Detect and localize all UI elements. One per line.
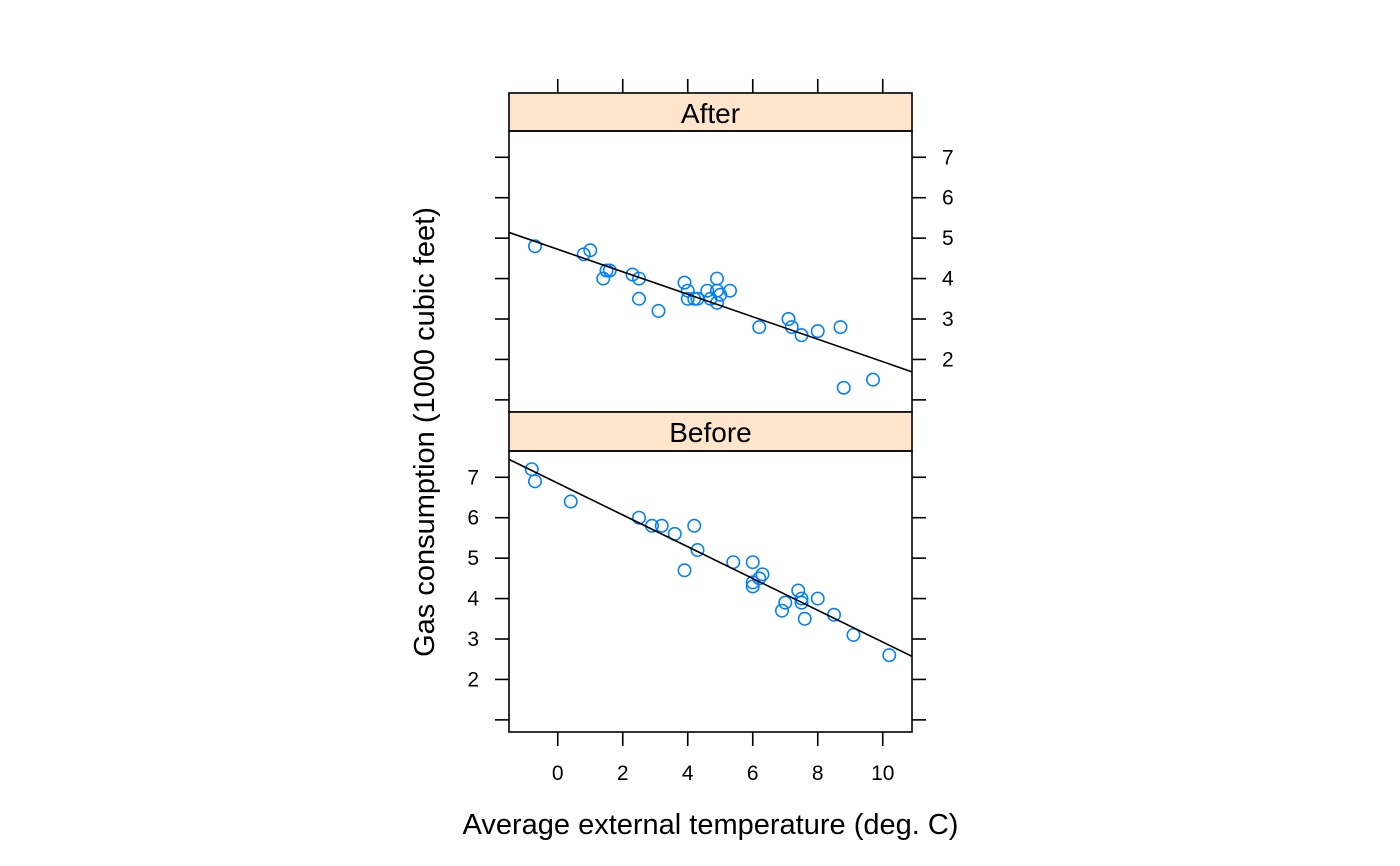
x-axis-tick-labels: 0 2 4 6 8 10 [552, 762, 895, 785]
data-point-before-25 [882, 648, 897, 663]
y-tick-label-before-4: 6 [467, 507, 479, 530]
data-point-after-24 [784, 320, 799, 335]
data-point-after-7 [631, 271, 646, 286]
x-axis-bottom-ticks [556, 732, 884, 746]
x-axis-title: Average external temperature (deg. C) [463, 809, 959, 841]
fit-line-before [508, 458, 913, 658]
y-tick-label-before-5: 7 [467, 466, 479, 489]
data-point-before-9 [690, 543, 705, 558]
y-tick-label-before-3: 5 [467, 547, 479, 570]
y-tick-label-after-4: 6 [942, 187, 954, 210]
y-axis-left-before: 2 3 4 5 6 7 [467, 466, 509, 721]
data-point-after-15 [700, 283, 715, 298]
data-point-after-26 [810, 324, 825, 339]
strip-label-after: After [681, 98, 740, 129]
data-point-after-20 [713, 287, 728, 302]
data-point-after-21 [722, 283, 737, 298]
data-point-after-23 [781, 312, 796, 327]
y-axis-right-before-ticks [912, 476, 926, 721]
data-point-after-27 [833, 320, 848, 335]
y-tick-label-after-2: 4 [942, 268, 954, 291]
x-tick-label-1: 2 [617, 762, 629, 785]
y-tick-label-before-2: 4 [467, 588, 479, 611]
y-axis-left-after-ticks [495, 156, 509, 401]
data-point-before-7 [677, 563, 692, 578]
data-point-before-16 [774, 603, 789, 618]
data-point-before-5 [654, 518, 669, 533]
data-point-after-4 [599, 263, 614, 278]
data-point-before-22 [810, 591, 825, 606]
data-point-before-11 [745, 555, 760, 570]
x-tick-label-4: 8 [812, 762, 824, 785]
data-point-after-28 [836, 380, 851, 395]
strip-after [508, 92, 913, 132]
x-tick-label-0: 0 [552, 762, 564, 785]
data-point-after-10 [677, 275, 692, 290]
data-point-after-3 [596, 271, 611, 286]
y-tick-label-before-1: 3 [467, 628, 479, 651]
data-point-after-8 [631, 291, 646, 306]
panel-frame-after [508, 130, 913, 413]
data-point-after-5 [602, 263, 617, 278]
data-point-before-2 [563, 494, 578, 509]
y-tick-label-after-1: 3 [942, 308, 954, 331]
y-tick-label-after-0: 2 [942, 348, 954, 371]
data-point-after-2 [583, 243, 598, 258]
y-tick-label-before-0: 2 [467, 668, 479, 691]
points-before [524, 462, 897, 663]
x-tick-label-3: 6 [747, 762, 759, 785]
data-point-after-11 [680, 291, 695, 306]
y-axis-title: Gas consumption (1000 cubic feet) [409, 207, 441, 657]
y-tick-label-after-3: 5 [942, 227, 954, 250]
strip-before [508, 411, 913, 452]
data-point-before-1 [527, 474, 542, 489]
data-point-after-19 [709, 271, 724, 286]
panel-before: Before [508, 411, 913, 733]
data-point-after-22 [752, 320, 767, 335]
data-point-before-24 [846, 627, 861, 642]
data-point-before-21 [797, 611, 812, 626]
x-tick-label-2: 4 [682, 762, 694, 785]
points-after [527, 239, 880, 395]
data-point-after-0 [527, 239, 542, 254]
panel-frame-before [508, 450, 913, 733]
data-point-before-17 [778, 595, 793, 610]
data-point-before-15 [755, 567, 770, 582]
data-point-before-20 [794, 595, 809, 610]
fit-line-after [508, 231, 913, 373]
x-axis-top-ticks [556, 79, 884, 93]
y-tick-label-after-5: 7 [942, 146, 954, 169]
x-tick-label-5: 10 [871, 762, 894, 785]
strip-label-before: Before [669, 417, 752, 448]
data-point-after-9 [651, 303, 666, 318]
y-axis-right-after: 2 3 4 5 6 7 [912, 146, 954, 401]
data-point-before-8 [687, 518, 702, 533]
data-point-before-18 [791, 583, 806, 598]
data-point-before-3 [631, 510, 646, 525]
data-point-after-29 [865, 372, 880, 387]
panel-after: After [508, 92, 913, 413]
